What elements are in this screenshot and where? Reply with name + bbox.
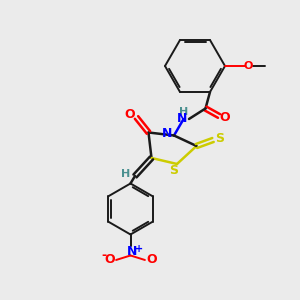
Text: S: S: [215, 132, 224, 145]
Text: H: H: [121, 169, 130, 178]
Text: S: S: [169, 164, 178, 177]
Text: O: O: [244, 61, 253, 71]
Text: H: H: [179, 107, 188, 117]
Text: O: O: [146, 254, 157, 266]
Text: N: N: [127, 245, 137, 258]
Text: +: +: [134, 244, 143, 254]
Text: N: N: [162, 128, 172, 140]
Text: O: O: [104, 254, 115, 266]
Text: O: O: [220, 111, 230, 124]
Text: O: O: [124, 108, 135, 121]
Text: N: N: [177, 112, 188, 125]
Text: -: -: [101, 249, 106, 262]
